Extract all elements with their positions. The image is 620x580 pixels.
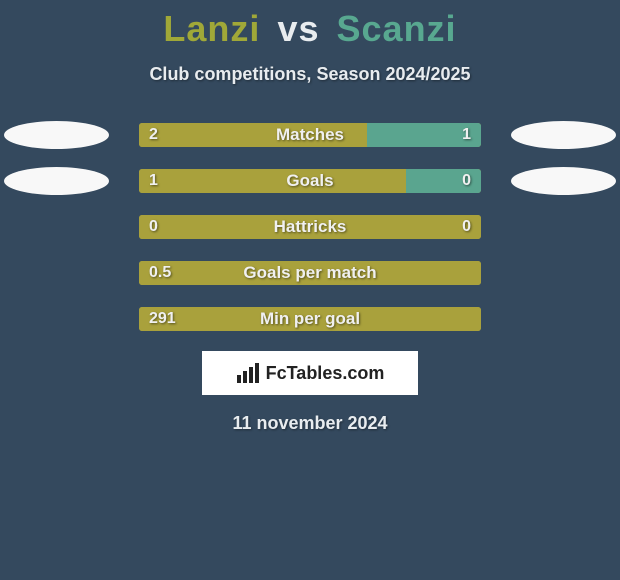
stat-row: 2 Matches 1 [0,121,620,149]
stat-rows: 2 Matches 1 1 Goals 0 [0,121,620,333]
bar-left [139,215,481,239]
avatar-spacer [511,213,616,241]
bar-left [139,261,481,285]
stat-bar: 0.5 Goals per match [139,261,481,285]
bars-icon [236,363,262,383]
avatar-spacer [4,259,109,287]
comparison-widget: Lanzi vs Scanzi Club competitions, Seaso… [0,0,620,434]
avatar-spacer [4,213,109,241]
page-title: Lanzi vs Scanzi [0,8,620,50]
player1-avatar [4,167,109,195]
title-player2: Scanzi [337,8,457,49]
stat-row: 0.5 Goals per match [0,259,620,287]
date-label: 11 november 2024 [0,413,620,434]
stat-bar: 1 Goals 0 [139,169,481,193]
bar-left [139,169,406,193]
player2-avatar [511,121,616,149]
stat-row: 1 Goals 0 [0,167,620,195]
avatar-spacer [511,305,616,333]
bar-right [367,123,481,147]
avatar-spacer [4,305,109,333]
brand-inner: FcTables.com [236,363,385,384]
player1-avatar [4,121,109,149]
title-player1: Lanzi [163,8,260,49]
brand-box[interactable]: FcTables.com [202,351,418,395]
stat-row: 0 Hattricks 0 [0,213,620,241]
bar-left [139,307,481,331]
player2-avatar [511,167,616,195]
title-vs: vs [277,8,319,49]
subtitle: Club competitions, Season 2024/2025 [0,64,620,85]
stat-bar: 2 Matches 1 [139,123,481,147]
avatar-spacer [511,259,616,287]
stat-bar: 291 Min per goal [139,307,481,331]
bar-left [139,123,367,147]
stat-row: 291 Min per goal [0,305,620,333]
stat-bar: 0 Hattricks 0 [139,215,481,239]
bar-right [406,169,481,193]
brand-text: FcTables.com [266,363,385,384]
